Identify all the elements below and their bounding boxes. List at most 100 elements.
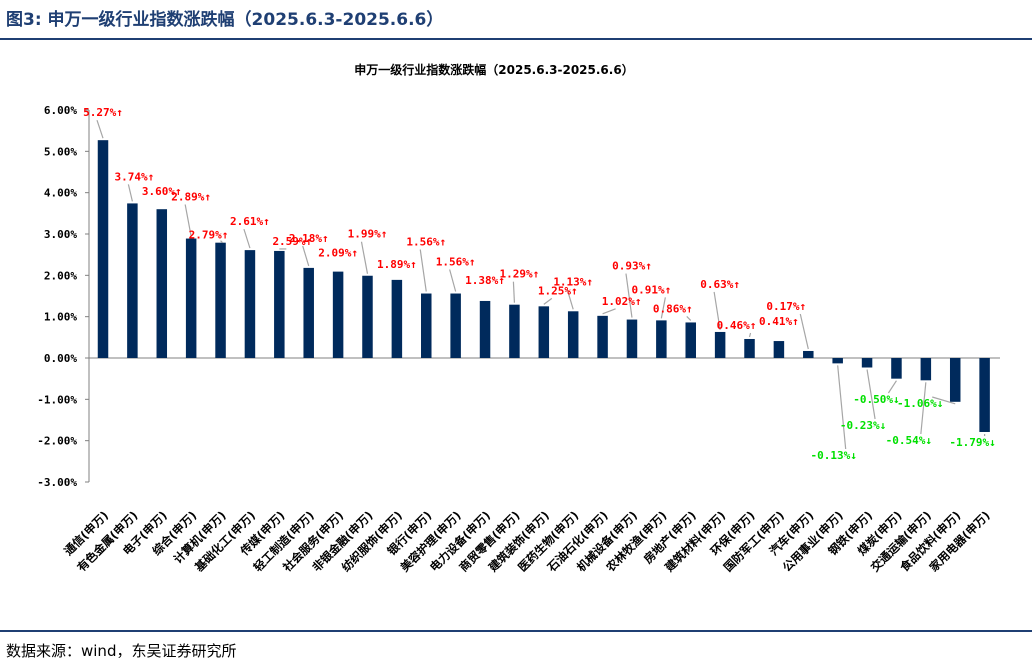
y-tick-label: 2.00%	[44, 269, 77, 282]
leader-line	[360, 241, 369, 274]
bar	[803, 350, 814, 358]
bar	[332, 271, 344, 358]
bar	[274, 250, 285, 358]
data-label: 1.56%↑	[436, 256, 476, 269]
leader-line	[449, 269, 457, 292]
data-label: 1.25%↑	[538, 284, 578, 297]
leader-line	[748, 332, 752, 338]
leader-line	[625, 273, 633, 318]
x-axis-labels: 通信(申万)有色金属(申万)电子(申万)综合(申万)计算机(申万)基础化工(申万…	[61, 508, 992, 575]
bar	[861, 358, 873, 368]
bar	[744, 338, 755, 358]
data-label: 1.02%↑	[602, 295, 642, 308]
data-label: 5.27%↑	[83, 106, 123, 119]
bar	[244, 250, 256, 358]
chart-title: 申万一级行业指数涨跌幅（2025.6.3-2025.6.6）	[354, 62, 633, 77]
bar	[597, 315, 608, 358]
data-label: 0.91%↑	[631, 283, 671, 296]
bar	[832, 358, 843, 364]
leader-line	[686, 316, 692, 321]
leader-line	[566, 289, 574, 310]
bar	[685, 322, 696, 358]
data-label: 1.56%↑	[406, 236, 446, 249]
bar	[509, 304, 520, 358]
y-tick-label: -1.00%	[37, 393, 77, 406]
bar-chart: 申万一级行业指数涨跌幅（2025.6.3-2025.6.6） 6.00% 5.00…	[37, 62, 1000, 575]
bar	[362, 275, 373, 358]
leader-line	[660, 297, 666, 319]
top-rule	[0, 38, 1032, 40]
leader-line	[837, 365, 847, 450]
y-tick-label: 3.00%	[44, 228, 77, 241]
data-label: -1.79%↓	[949, 436, 995, 449]
leader-line	[866, 369, 876, 420]
bar-series	[97, 140, 990, 432]
bar	[97, 140, 109, 358]
leader-line	[184, 204, 192, 237]
leader-line	[920, 382, 927, 435]
bar	[920, 358, 932, 381]
data-label: 0.17%↑	[766, 300, 806, 313]
data-label: 0.46%↑	[717, 319, 757, 332]
figure-title: 图3: 申万一级行业指数涨跌幅（2025.6.3-2025.6.6）	[6, 10, 444, 30]
leader-line	[419, 249, 427, 292]
bar	[303, 267, 314, 358]
leader-line	[932, 396, 956, 405]
data-label: 2.79%↑	[189, 229, 229, 242]
leader-line	[512, 281, 516, 303]
leader-line	[220, 240, 223, 244]
data-label: -1.06%↓	[897, 397, 943, 410]
bar	[450, 293, 461, 358]
data-label: 0.86%↑	[653, 302, 693, 315]
y-tick-label: 5.00%	[44, 145, 77, 158]
data-label: 2.09%↑	[318, 247, 358, 260]
bar	[538, 306, 550, 358]
data-label: 1.89%↑	[377, 258, 417, 271]
leader-line	[602, 308, 616, 315]
leader-line	[243, 228, 251, 249]
bar	[891, 358, 902, 379]
bar	[156, 209, 168, 358]
bar	[391, 279, 403, 358]
y-tick-label: -2.00%	[37, 435, 77, 448]
data-label: 0.63%↑	[700, 278, 740, 291]
y-tick-label: 1.00%	[44, 311, 77, 324]
bar	[773, 341, 785, 358]
y-tick-label: -3.00%	[37, 476, 77, 489]
data-label: 2.89%↑	[171, 191, 211, 204]
label-leader-lines	[96, 119, 986, 450]
leader-line	[96, 119, 104, 139]
data-label: -0.54%↓	[886, 434, 932, 447]
data-label: -0.13%↓	[810, 449, 856, 462]
bar	[567, 311, 579, 358]
data-label: 1.29%↑	[500, 268, 540, 281]
bar	[656, 320, 667, 358]
data-label: 2.59%↑	[272, 235, 312, 248]
data-label: 2.18%↑	[289, 232, 329, 245]
leader-line	[713, 291, 721, 331]
bar	[215, 242, 226, 358]
data-label: 1.99%↑	[348, 228, 388, 241]
bar	[185, 238, 197, 358]
leader-line	[799, 313, 809, 350]
bar	[979, 358, 990, 432]
leader-line	[127, 184, 133, 202]
bar	[949, 358, 961, 402]
y-tick-label: 0.00%	[44, 352, 77, 365]
y-tick-label: 6.00%	[44, 104, 77, 117]
data-label: -0.50%↓	[853, 393, 899, 406]
data-label: -0.23%↓	[840, 419, 886, 432]
data-label: 0.41%↑	[759, 315, 799, 328]
leader-line	[302, 245, 310, 267]
bar	[714, 331, 726, 358]
data-label: 3.60%↑	[142, 185, 182, 198]
leader-line	[887, 380, 897, 394]
bar	[127, 203, 138, 358]
source-note: 数据来源：wind，东吴证券研究所	[6, 642, 237, 660]
data-label: 2.61%↑	[230, 215, 270, 228]
data-label: 1.13%↑	[553, 275, 593, 288]
bar	[626, 319, 638, 358]
data-label: 1.38%↑	[465, 274, 505, 287]
bar	[479, 300, 491, 358]
y-tick-label: 4.00%	[44, 187, 77, 200]
